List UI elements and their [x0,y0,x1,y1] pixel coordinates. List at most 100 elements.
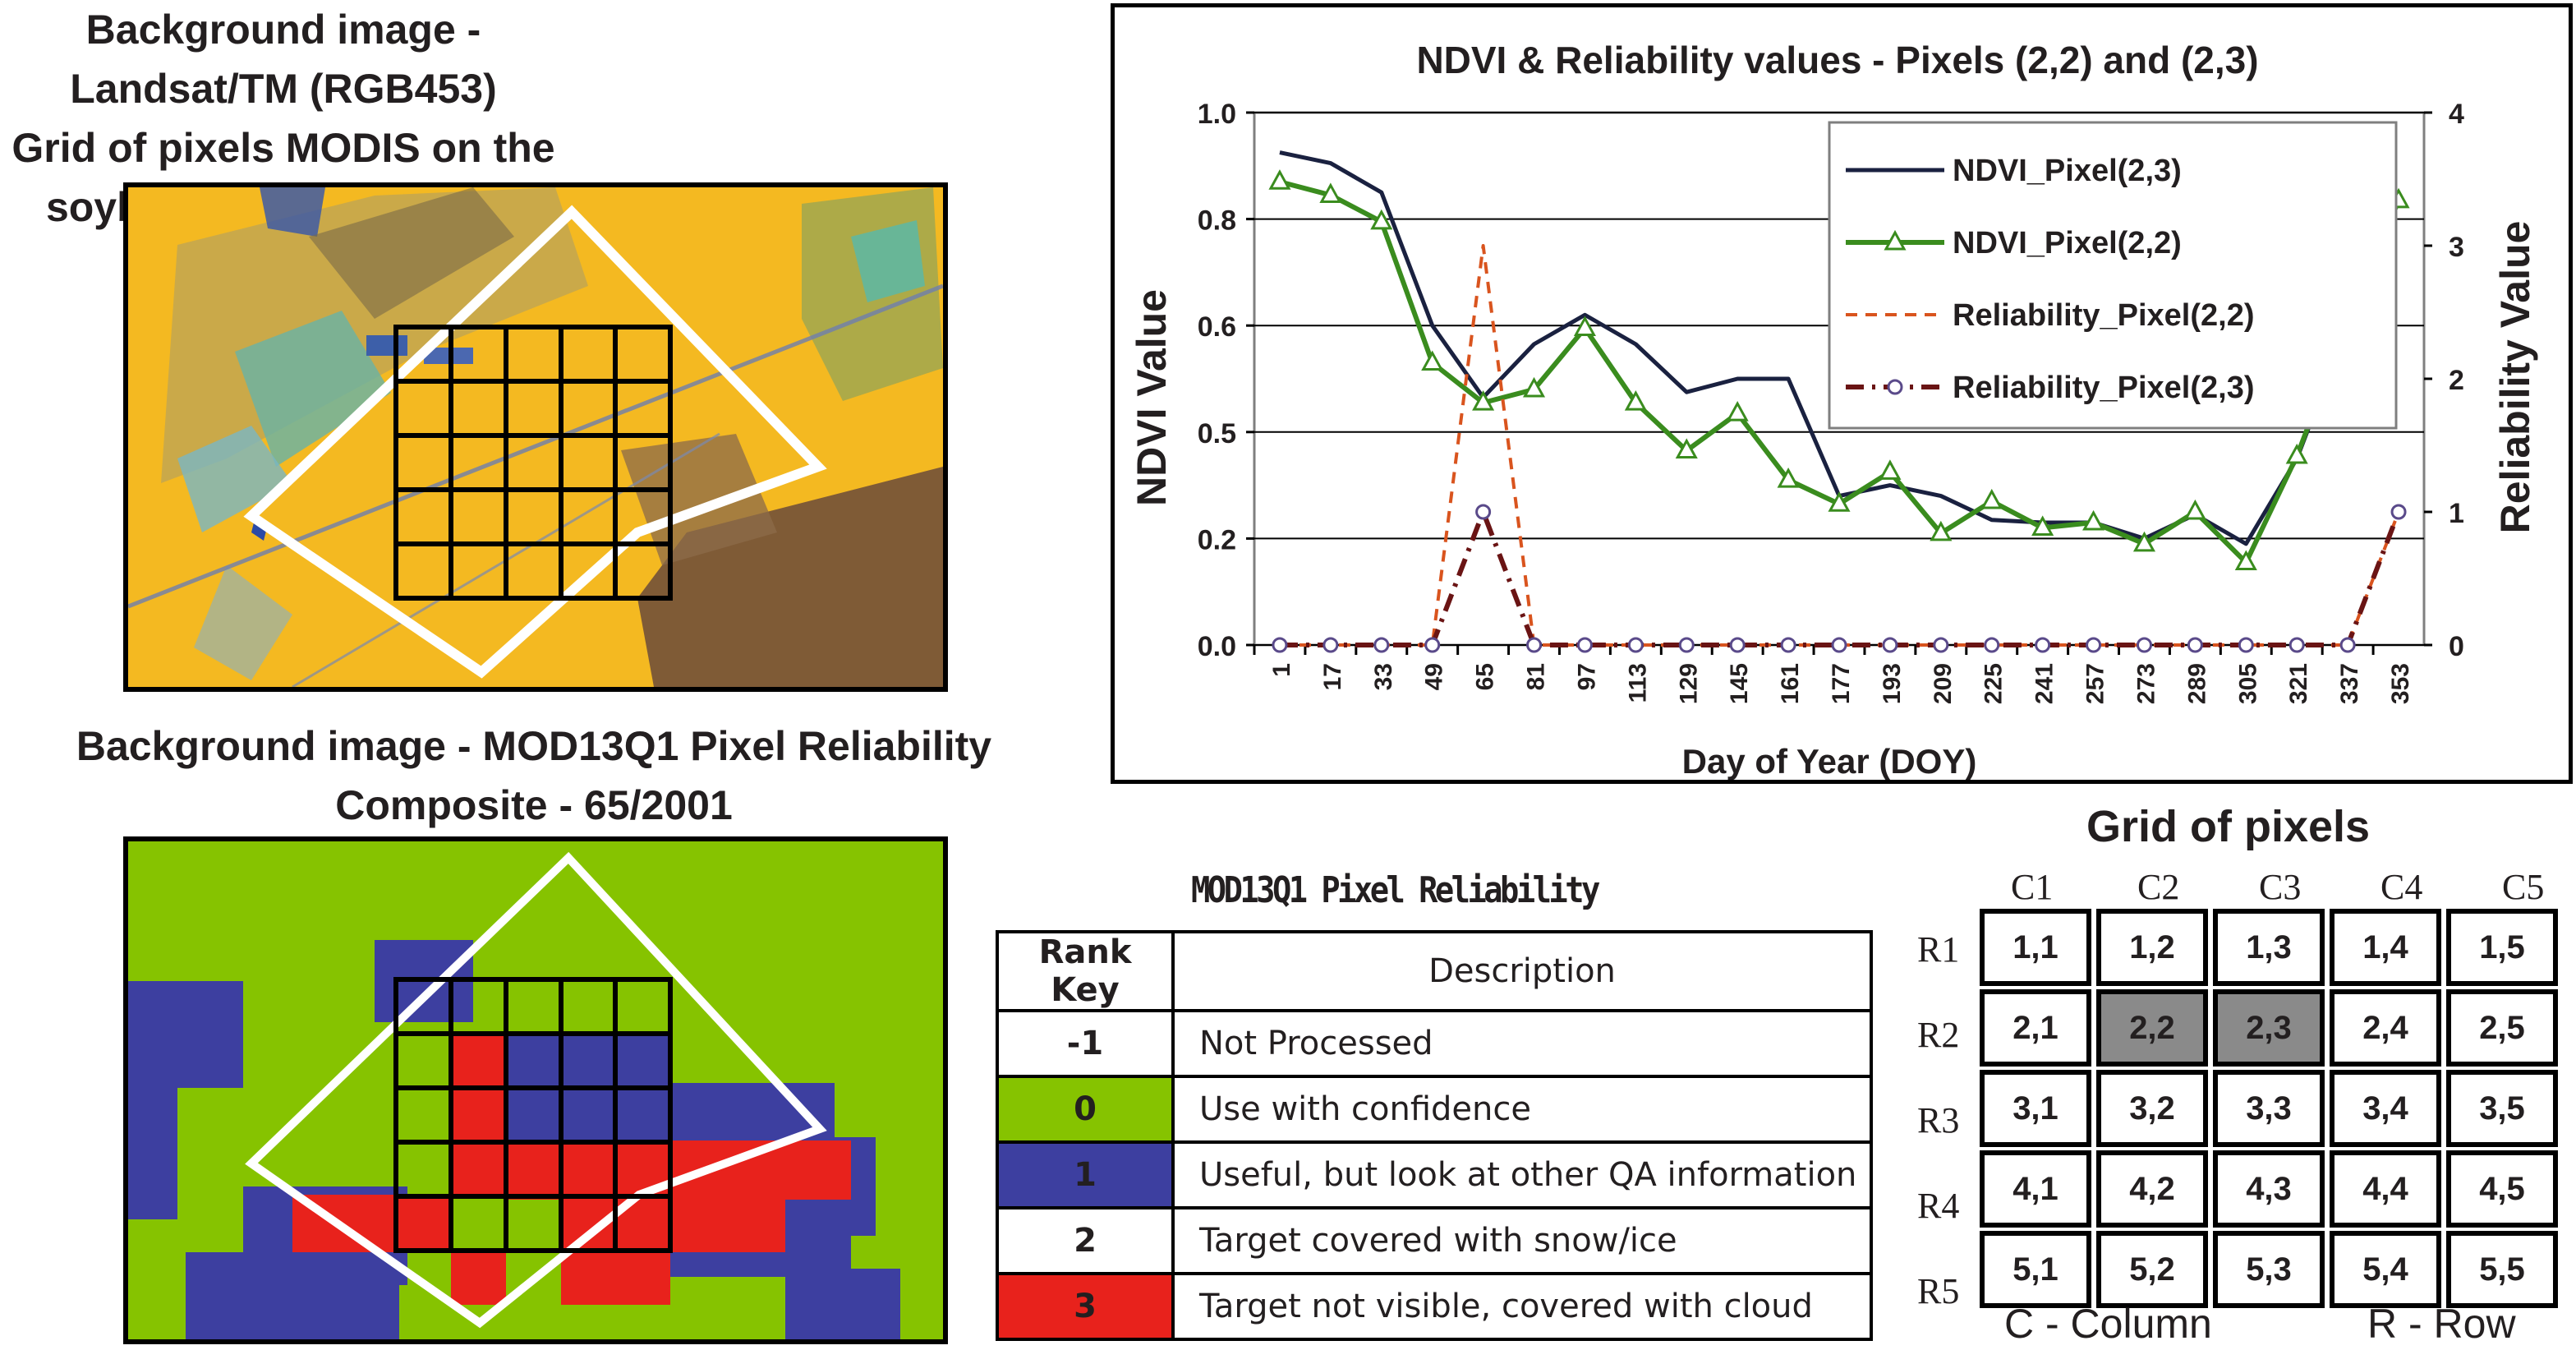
row-label: R2 [1917,1015,1960,1055]
data-point [1780,637,1796,653]
y2-tick-label: 2 [2449,365,2464,396]
pixel-grid: 1,1 1,2 1,3 1,4 1,5 2,1 2,2 2,3 2,4 2,5 3,1 3,2 3,3 3… [1980,909,2558,1308]
data-point [2187,637,2203,653]
rank-key-cell: 2 [996,1206,1175,1275]
ndvi-reliability-chart-svg: NDVI & Reliability values - Pixels (2,2)… [1129,39,2538,780]
grid-cell: 4,1 [1980,1150,2091,1228]
data-point [1421,350,1444,371]
chart-title: NDVI & Reliability values - Pixels (2,2)… [1416,39,2258,81]
grid-cell: 2,3 [2213,989,2325,1067]
grid-cell: 4,3 [2213,1150,2325,1228]
grid-spacer [2322,992,2332,1064]
grid-row: 5,1 5,2 5,3 5,4 5,5 [1980,1231,2558,1308]
landsat-title-line-2: Grid of pixels MODIS on the [12,125,555,171]
grid-spacer [2089,992,2099,1064]
x-tick-label: 65 [1472,663,1499,690]
ndvi-reliability-chart: NDVI & Reliability values - Pixels (2,2)… [1111,3,2573,784]
x-tick-label: 1 [1268,663,1295,677]
column-label: C1 [2011,867,2054,907]
legend-box [1828,121,2398,430]
y-tick-label: 0.2 [1198,524,1236,555]
row-note: R - Row [2367,1301,2516,1347]
legend-label: Reliability_Pixel(2,3) [1953,371,2255,405]
rank-key-cell: 0 [996,1075,1175,1144]
data-point [1879,459,1902,480]
data-point [1370,209,1393,230]
rank-key-cell: 1 [996,1140,1175,1209]
grid-cell: 2,1 [1980,989,2091,1067]
reliability-map-title: Background image - MOD13Q1 Pixel Reliabi… [0,716,1068,835]
data-point [2035,637,2051,653]
data-point [1729,637,1746,653]
x-tick-label: 209 [1930,663,1957,704]
x-tick-label: 113 [1624,663,1651,703]
y-axis-label: NDVI Value [1129,289,1175,506]
column-note: C - Column [2004,1301,2212,1347]
data-point [1726,401,1749,422]
x-tick-label: 33 [1370,663,1397,690]
data-point [2183,499,2206,520]
grid-spacer [2439,992,2449,1064]
data-point [2390,504,2407,520]
grid-cell: 1,4 [2330,909,2441,986]
y-tick-label: 1.0 [1198,99,1236,130]
rank-description-cell: Target not visible, covered with cloud [1171,1272,1873,1341]
data-point [2086,637,2102,653]
data-point [1828,491,1851,512]
grid-spacer [2322,1153,2332,1225]
grid-cell: 2,5 [2446,989,2558,1067]
grid-cell: 5,2 [2096,1231,2208,1308]
grid-spacer [2089,1153,2099,1225]
data-point [2031,515,2054,536]
header-description: Description [1171,930,1873,1012]
data-point [1522,376,1546,398]
grid-spacer [2322,1072,2332,1145]
data-point [1831,637,1847,653]
data-point [1373,637,1390,653]
grid-row: 1,1 1,2 1,3 1,4 1,5 [1980,909,2558,986]
x-tick-label: 177 [1828,663,1855,704]
grid-spacer [2089,1072,2099,1145]
rank-key-cell: 3 [996,1272,1175,1341]
x-tick-label: 321 [2285,663,2312,704]
grid-cell: 1,2 [2096,909,2208,986]
grid-spacer [2439,1072,2449,1145]
x-tick-label: 193 [1879,663,1906,704]
reliability-table-title: MOD13Q1 Pixel Reliability [1191,869,1600,911]
rank-key-cell: -1 [996,1009,1175,1078]
landsat-image [123,182,948,692]
x-tick-label: 129 [1675,663,1702,704]
data-point [1472,390,1495,411]
legend-label: NDVI_Pixel(2,2) [1953,226,2182,260]
legend-label: Reliability_Pixel(2,2) [1953,298,2255,333]
legend-marker [1884,229,1907,251]
y-tick-label: 0.8 [1198,205,1236,237]
x-tick-label: 81 [1523,663,1550,690]
data-point [1576,637,1593,653]
reliability-row: 3 Target not visible, covered with cloud [996,1272,1873,1341]
grid-cell: 1,1 [1980,909,2091,986]
pixel-grid-title: Grid of pixels [2086,802,2371,851]
grid-spacer [2322,911,2332,984]
data-point [2132,531,2156,552]
data-point [2288,637,2305,653]
x-tick-label: 241 [2031,663,2058,704]
x-tick-label: 49 [1421,663,1448,690]
column-label: C2 [2137,867,2180,907]
grid-cell: 5,1 [1980,1231,2091,1308]
data-point [2136,637,2152,653]
grid-cell: 3,2 [2096,1070,2208,1147]
data-point [1930,520,1953,541]
grid-cell: 2,2 [2096,989,2208,1067]
x-axis-label: Day of Year (DOY) [1682,742,1977,780]
rank-description-cell: Useful, but look at other QA information [1171,1140,1873,1209]
grid-cell: 5,4 [2330,1231,2441,1308]
data-point [1627,637,1644,653]
data-point [2082,509,2105,531]
row-label: R5 [1917,1271,1960,1311]
reliability-row: 2 Target covered with snow/ice [996,1206,1873,1275]
column-label: C3 [2259,867,2302,907]
data-point [1475,504,1492,520]
x-tick-label: 289 [2183,663,2210,704]
x-tick-label: 305 [2234,663,2261,704]
